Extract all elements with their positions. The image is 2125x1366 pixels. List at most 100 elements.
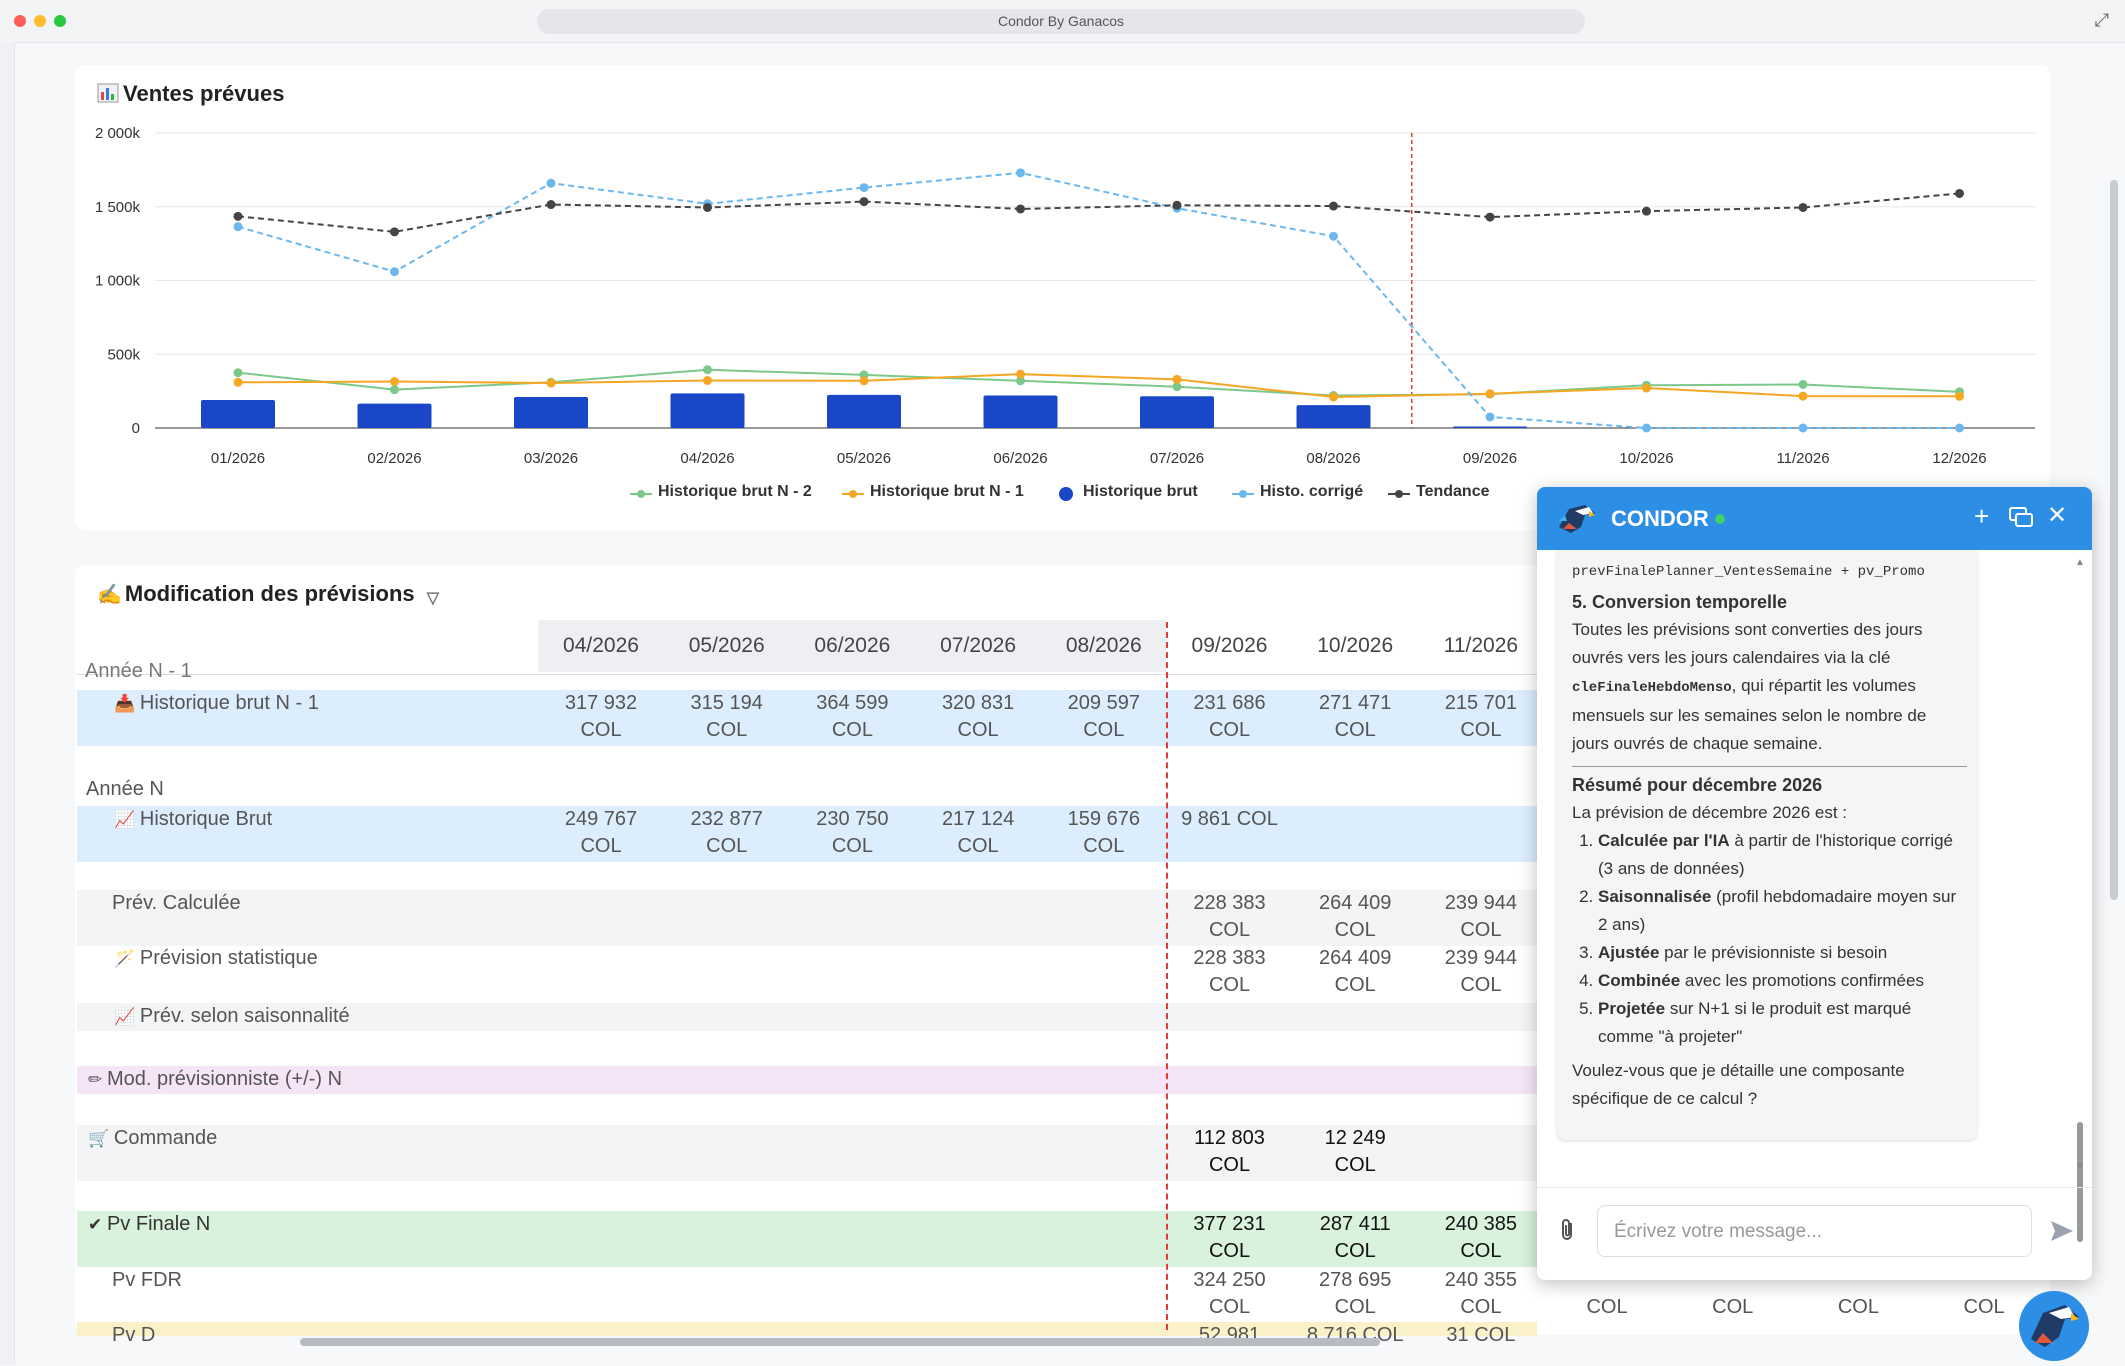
month-column-header[interactable]: 10/2026 [1317, 634, 1394, 657]
grid-cell[interactable]: 239 944 COL [1421, 890, 1541, 944]
header-divider [77, 674, 1537, 675]
grid-cell[interactable]: 261 209COL [1924, 1267, 2044, 1321]
grid-cell[interactable]: 240 355 COL [1421, 1267, 1541, 1321]
grid-cell[interactable]: 31 COL [1421, 1322, 1541, 1349]
series-point [1642, 383, 1651, 393]
grid-card-title: Modification des prévisions [124, 581, 415, 606]
maximize-window-button[interactable] [54, 15, 66, 27]
grid-cell[interactable]: 228 383 COL [1170, 945, 1290, 999]
series-point [1172, 374, 1182, 384]
grid-cell[interactable]: 209 597 COL [1044, 690, 1164, 744]
pencil-icon: ✏ [88, 1070, 107, 1089]
new-chat-icon[interactable]: + [1974, 501, 1990, 531]
grid-cell[interactable]: 223 131COL [1798, 1267, 1918, 1321]
chat-scrollbar[interactable]: ▲ ▼ [2075, 557, 2085, 1242]
grid-cell[interactable]: 12 249 COL [1295, 1125, 1415, 1179]
grid-cell[interactable]: 377 231 COL [1170, 1211, 1290, 1265]
grid-cell[interactable]: 228 383 COL [1170, 890, 1290, 944]
grid-cell[interactable]: 159 676 COL [1044, 806, 1164, 860]
grid-cell[interactable]: 217 124 COL [918, 806, 1038, 860]
attachment-icon[interactable] [1559, 1217, 1577, 1248]
month-column-header[interactable]: 11/2026 [1443, 634, 1519, 657]
close-window-button[interactable] [14, 15, 26, 27]
grid-cell[interactable]: 252 970COL [1547, 1267, 1667, 1321]
condor-assistant-button[interactable] [2019, 1291, 2089, 1361]
month-column-header[interactable]: 07/2026 [940, 634, 1017, 657]
close-chat-icon[interactable]: ✕ [2047, 502, 2068, 529]
series-point [546, 378, 556, 388]
series-point [1016, 168, 1025, 178]
grid-cell[interactable]: 287 411 COL [1295, 1211, 1415, 1265]
series-point [390, 267, 399, 277]
cell-unit: COL [831, 719, 873, 741]
series-line [237, 373, 1960, 399]
series-point [1016, 376, 1025, 386]
series-point [859, 183, 869, 193]
cell-value: 249 767 [564, 808, 638, 830]
cell-value: 9 861 COL [1181, 808, 1278, 830]
send-icon[interactable] [2049, 1219, 2075, 1248]
horizontal-scrollbar[interactable] [300, 1338, 1380, 1346]
filter-icon[interactable]: ▽ [426, 590, 440, 607]
fullscreen-icon[interactable]: ⤢ [2094, 10, 2109, 30]
grid-cell[interactable]: 271 471 COL [1295, 690, 1415, 744]
bar-historique-brut [201, 399, 275, 428]
grid-cell[interactable]: 364 599 COL [792, 690, 912, 744]
month-column-header[interactable]: 09/2026 [1191, 634, 1268, 657]
bar-historique-brut [1296, 405, 1371, 428]
y-tick-label: 1 000k [95, 273, 141, 290]
page-scrollbar[interactable] [2110, 180, 2118, 900]
grid-cell[interactable]: 239 944 COL [1421, 945, 1541, 999]
chat-title: CONDOR [1611, 506, 1709, 531]
grid-cell[interactable]: 278 695 COL [1295, 1267, 1415, 1321]
grid-cell[interactable]: 249 767 COL [541, 806, 661, 860]
cell-unit: COL [831, 835, 873, 857]
grid-cell[interactable]: 264 409 COL [1295, 890, 1415, 944]
month-column-header[interactable]: 04/2026 [563, 634, 639, 657]
x-tick-label: 07/2026 [1150, 450, 1204, 467]
series-point [233, 368, 243, 378]
cell-value: 240 385 [1444, 1213, 1518, 1235]
cell-unit: COL [1712, 1296, 1754, 1318]
grid-cell[interactable]: 320 831 COL [918, 690, 1038, 744]
grid-cell[interactable]: 215 701 COL [1421, 690, 1541, 744]
summary-intro: La prévision de décembre 2026 est : [1572, 803, 1848, 822]
cell-unit: COL [1334, 1240, 1376, 1262]
cell-unit: COL [706, 719, 748, 741]
cell-unit: COL [1460, 1240, 1502, 1262]
grid-cell[interactable]: 232 877 COL [667, 806, 787, 860]
grid-cell[interactable]: 264 409 COL [1295, 945, 1415, 999]
month-column-header[interactable]: 08/2026 [1065, 634, 1142, 657]
series-point [1485, 389, 1495, 399]
legend-label: Tendance [1416, 483, 1490, 500]
chat-panel: CONDOR + ✕ prevFinalePlanner_VentesSemai… [1537, 487, 2092, 1280]
chat-history-icon[interactable] [2009, 507, 2033, 534]
chat-message-input[interactable]: Écrivez votre message... [1597, 1205, 2032, 1257]
grid-cell[interactable]: 9 861 COL [1170, 806, 1290, 833]
month-column-header[interactable]: 05/2026 [688, 634, 765, 657]
month-column-header[interactable]: 06/2026 [814, 634, 891, 657]
history-header-band [538, 620, 1166, 672]
grid-cell[interactable]: 112 803 COL [1170, 1125, 1290, 1179]
grid-cell[interactable]: 231 686 COL [1170, 690, 1290, 744]
grid-cell[interactable]: 230 750 COL [792, 806, 912, 860]
series-point [703, 202, 712, 212]
series-point [1798, 423, 1808, 433]
grid-cell[interactable]: 324 250 COL [1170, 1267, 1290, 1321]
bar-historique-brut [1140, 396, 1214, 428]
cell-unit: COL [580, 835, 622, 857]
grid-row-label: 📈 Prév. selon saisonnalité [114, 1005, 350, 1028]
magic-wand-icon: 🪄 [114, 949, 140, 968]
grid-cell[interactable]: 240 385 COL [1421, 1211, 1541, 1265]
grid-row-label: Prév. Calculée [112, 892, 241, 915]
grid-cell[interactable]: 247 885COL [1673, 1267, 1793, 1321]
grid-cell[interactable]: 317 932 COL [541, 690, 661, 744]
chat-footer-divider [1537, 1187, 2092, 1188]
series-point [1642, 423, 1651, 433]
chart-up-icon: 📈 [114, 1007, 140, 1026]
bar-historique-brut [514, 397, 588, 428]
series-point [1798, 202, 1808, 212]
grid-cell[interactable]: 315 194 COL [667, 690, 787, 744]
minimize-window-button[interactable] [34, 15, 46, 27]
series-point [233, 211, 243, 221]
